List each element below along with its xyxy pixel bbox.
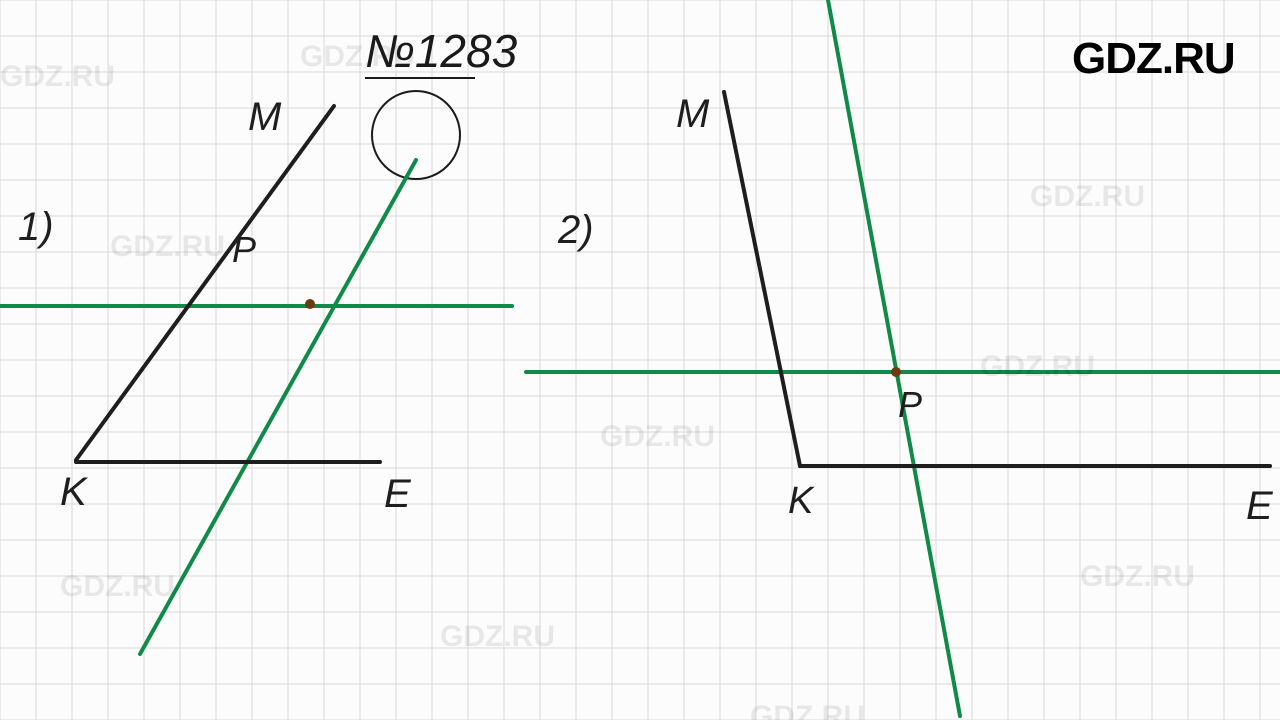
title-prefix: № — [365, 25, 415, 77]
diagram-canvas: GDZ.RUGDZ.RUGDZ.RUGDZ.RUGDZ.RUGDZ.RUGDZ.… — [0, 0, 1280, 720]
title-number: 1283 — [415, 25, 517, 77]
point-label-p-p2: P — [898, 384, 922, 426]
panel-index-1: 1) — [18, 205, 54, 250]
drawing-surface — [0, 0, 1280, 720]
point-label-k-p2: K — [788, 480, 813, 523]
problem-number: №1283 — [365, 24, 517, 78]
point-label-m-p1: M — [248, 95, 281, 140]
point-label-e-p2: E — [1246, 484, 1273, 529]
title-circle — [372, 91, 460, 179]
panel-2 — [526, 0, 1280, 716]
point-label-k-p1: K — [60, 470, 87, 515]
panel-index-2: 2) — [558, 208, 594, 253]
panel-1 — [0, 106, 512, 654]
grid — [0, 0, 1280, 720]
site-logo: GDZ.RU — [1072, 34, 1235, 84]
point-label-p-p1: P — [232, 229, 256, 271]
point-label-m-p2: M — [676, 92, 709, 137]
point-label-e-p1: E — [384, 472, 411, 517]
